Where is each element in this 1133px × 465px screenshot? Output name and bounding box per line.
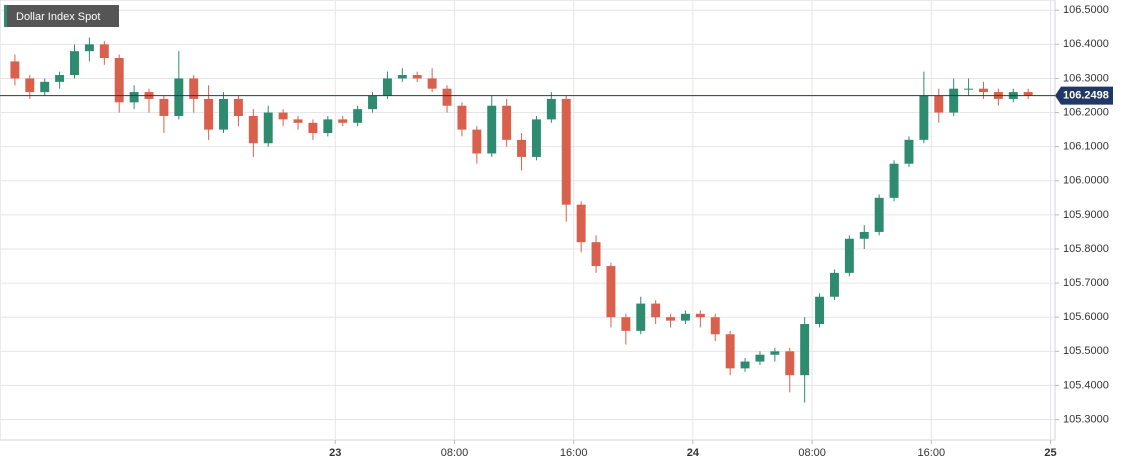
candle-body: [770, 351, 780, 355]
candle-body: [576, 204, 586, 243]
x-tick-label: 23: [329, 447, 341, 459]
candle-body: [114, 57, 124, 103]
last-price-box: [1055, 86, 1113, 105]
candle-body: [591, 242, 601, 267]
candle-body: [695, 313, 705, 318]
candle-body: [829, 272, 839, 297]
candle-body: [502, 105, 512, 140]
candles: [10, 37, 1033, 403]
candle-body: [442, 88, 452, 106]
candle-body: [710, 317, 720, 335]
candle-body: [561, 98, 571, 205]
candle-body: [934, 95, 944, 113]
candle-body: [174, 78, 184, 116]
candle-body: [666, 317, 676, 321]
y-tick-label: 105.9000: [1063, 209, 1109, 221]
candle-body: [1023, 92, 1033, 96]
candle-body: [800, 324, 810, 376]
candle-body: [531, 119, 541, 157]
candle-body: [785, 351, 795, 376]
plot-area: [0, 0, 1056, 441]
candle-body: [636, 303, 646, 331]
candle-body: [606, 266, 616, 318]
candle-body: [233, 98, 243, 116]
candle-body: [874, 197, 884, 232]
candle-body: [859, 231, 869, 239]
candle-body: [189, 78, 199, 99]
candle-body: [919, 95, 929, 140]
candle-body: [129, 92, 139, 103]
candle-body: [25, 78, 35, 93]
candle-body: [219, 98, 228, 130]
x-tick-label: 08:00: [798, 447, 826, 459]
candle-body: [844, 238, 854, 273]
y-tick-label: 106.3000: [1063, 72, 1109, 84]
candle-body: [382, 78, 392, 96]
x-tick-label: 16:00: [560, 447, 588, 459]
candle-body: [368, 95, 377, 110]
candle-body: [949, 88, 959, 113]
candle-body: [248, 115, 258, 144]
y-tick-label: 106.2000: [1063, 106, 1109, 118]
y-tick-label: 106.1000: [1063, 141, 1109, 153]
title-box: [4, 5, 119, 27]
y-tick-label: 105.7000: [1063, 277, 1109, 289]
candle-body: [70, 51, 79, 76]
candle-body: [323, 119, 333, 134]
candle-body: [889, 163, 899, 198]
x-tick-label: 25: [1044, 447, 1056, 459]
candle-body: [517, 139, 527, 157]
candle-body: [338, 119, 348, 123]
x-tick-label: 24: [687, 447, 700, 459]
candle-body: [278, 112, 288, 120]
y-tick-label: 106.4000: [1063, 38, 1109, 50]
candle-body: [263, 112, 273, 144]
candle-body: [621, 317, 631, 331]
candle-body: [651, 303, 661, 318]
candle-body: [99, 44, 109, 58]
candle-body: [740, 361, 750, 369]
y-tick-label: 105.3000: [1063, 413, 1109, 425]
y-tick-label: 105.5000: [1063, 345, 1109, 357]
candle-body: [293, 119, 303, 123]
y-tick-label: 105.4000: [1063, 379, 1109, 391]
candle-body: [159, 98, 169, 116]
candle-body: [55, 75, 65, 82]
overlay: 106.2498: [0, 86, 1113, 105]
y-tick-label: 106.0000: [1063, 175, 1109, 187]
candle-body: [904, 139, 914, 164]
candle-body: [427, 78, 437, 89]
y-tick-label: 106.5000: [1063, 4, 1109, 16]
candle-body: [472, 129, 482, 154]
candle-body: [680, 313, 690, 321]
title-accent: [4, 5, 7, 27]
candle-body: [204, 98, 214, 130]
candle-body: [815, 296, 825, 325]
candle-body: [40, 81, 50, 93]
candle-body: [412, 75, 422, 79]
last-price-label: 106.2498: [1063, 89, 1109, 101]
y-tick-label: 105.8000: [1063, 243, 1109, 255]
candle-body: [546, 98, 556, 120]
candle-body: [308, 122, 318, 134]
candle-body: [979, 88, 988, 93]
x-tick-label: 08:00: [441, 447, 469, 459]
candle-body: [10, 61, 20, 79]
x-tick-label: 16:00: [918, 447, 946, 459]
candle-body: [84, 44, 94, 52]
candle-body: [457, 105, 467, 130]
y-tick-label: 105.6000: [1063, 311, 1109, 323]
candle-body: [487, 105, 497, 154]
candle-body: [725, 334, 735, 369]
chart-title: Dollar Index Spot: [16, 11, 100, 23]
candle-body: [353, 109, 363, 123]
candle-body: [964, 88, 974, 90]
candle-body: [755, 354, 765, 362]
candle-body: [397, 75, 407, 79]
